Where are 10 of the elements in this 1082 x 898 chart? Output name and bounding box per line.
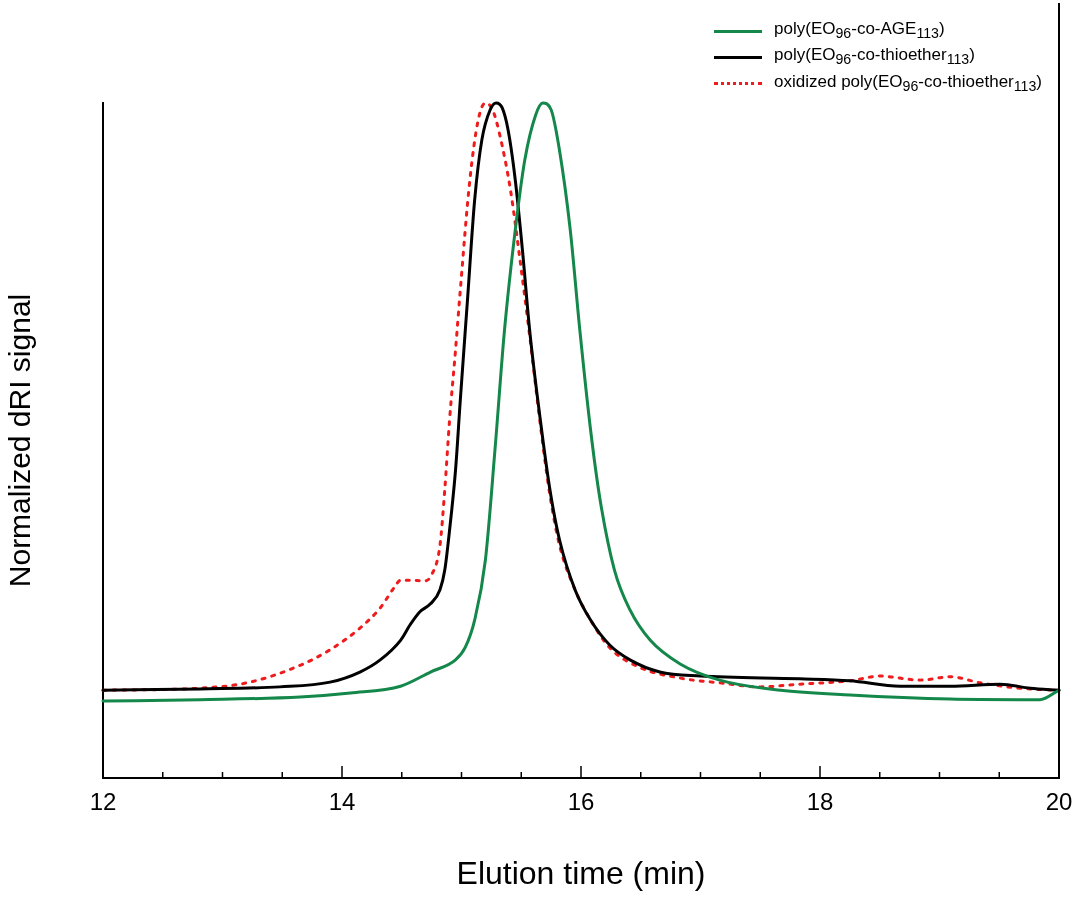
legend-label: poly(EO$_{96}$-co-thioether$_{113}$) (774, 44, 975, 70)
x-tick-label: 12 (89, 788, 117, 816)
legend-label: poly(EO$_{96}$-co-AGE$_{113}$) (774, 18, 945, 44)
y-axis-title: Normalized dRI signal (3, 293, 37, 588)
x-axis-title: Elution time (min) (456, 854, 706, 891)
x-tick-label: 14 (328, 788, 356, 816)
x-tick-label: 18 (806, 788, 834, 816)
x-tick-label: 20 (1045, 788, 1073, 816)
x-tick-label: 16 (567, 788, 595, 816)
legend-label: oxidized poly(EO$_{96}$-co-thioether$_{113}$) (774, 70, 1042, 97)
